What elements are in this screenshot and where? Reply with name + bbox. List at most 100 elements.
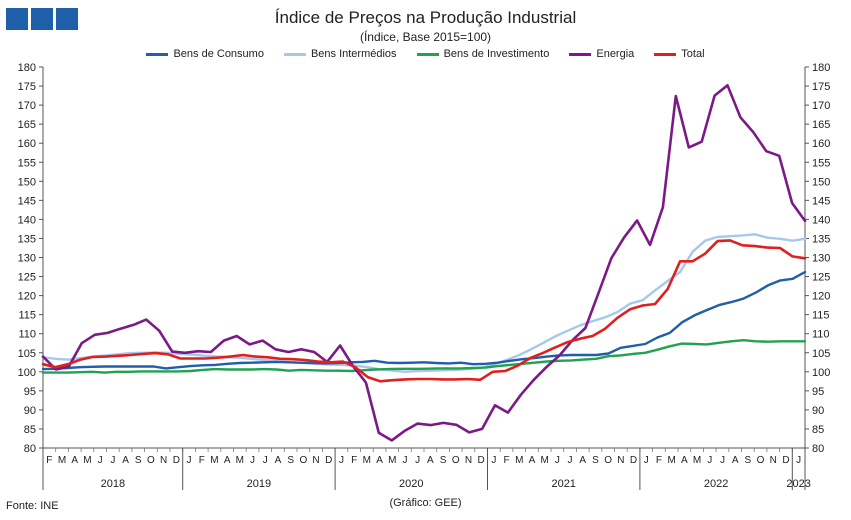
month-label: J bbox=[187, 455, 192, 466]
year-label: 2023 bbox=[786, 478, 810, 490]
month-label: O bbox=[299, 455, 307, 466]
month-label: A bbox=[579, 455, 586, 466]
y-tick-label: 120 bbox=[812, 291, 830, 303]
y-tick-label: 175 bbox=[18, 81, 36, 93]
series-line-total bbox=[41, 239, 807, 383]
month-label: J bbox=[720, 455, 725, 466]
legend-swatch bbox=[283, 52, 306, 56]
legend-item: Total bbox=[654, 48, 705, 60]
year-label: 2022 bbox=[704, 478, 728, 490]
month-label: D bbox=[478, 455, 485, 466]
y-tick-label: 125 bbox=[18, 272, 36, 284]
y-tick-label: 100 bbox=[812, 367, 830, 379]
month-label: M bbox=[388, 455, 396, 466]
y-tick-label: 160 bbox=[18, 138, 36, 150]
month-label: J bbox=[415, 455, 420, 466]
y-tick-label: 105 bbox=[812, 348, 830, 360]
month-label: J bbox=[555, 455, 560, 466]
month-label: M bbox=[363, 455, 371, 466]
y-tick-label: 80 bbox=[24, 443, 36, 455]
month-label: J bbox=[568, 455, 573, 466]
month-label: S bbox=[287, 455, 294, 466]
y-tick-label: 125 bbox=[812, 272, 830, 284]
month-label: J bbox=[707, 455, 712, 466]
month-label: J bbox=[98, 455, 103, 466]
legend-item: Bens Intermédios bbox=[283, 48, 397, 60]
month-label: A bbox=[122, 455, 129, 466]
series-line-bens-de-investimento bbox=[41, 339, 807, 374]
month-label: J bbox=[250, 455, 255, 466]
y-tick-label: 150 bbox=[812, 176, 830, 188]
y-tick-label: 85 bbox=[24, 424, 36, 436]
month-label: S bbox=[135, 455, 142, 466]
month-label: D bbox=[630, 455, 637, 466]
year-label: 2018 bbox=[101, 478, 125, 490]
legend-swatch bbox=[416, 52, 439, 56]
legend-label: Bens Intermédios bbox=[310, 48, 397, 60]
y-tick-label: 180 bbox=[18, 62, 36, 74]
month-label: J bbox=[110, 455, 115, 466]
source-note: Fonte: INE bbox=[6, 500, 59, 512]
logo-square bbox=[6, 8, 28, 30]
month-label: M bbox=[540, 455, 548, 466]
legend-swatch bbox=[654, 52, 677, 56]
y-tick-label: 155 bbox=[18, 157, 36, 169]
logo-square bbox=[56, 8, 78, 30]
month-label: M bbox=[693, 455, 701, 466]
month-label: S bbox=[745, 455, 752, 466]
month-label: N bbox=[160, 455, 167, 466]
y-tick-label: 150 bbox=[18, 176, 36, 188]
month-label: A bbox=[71, 455, 78, 466]
month-label: J bbox=[796, 455, 801, 466]
month-label: A bbox=[529, 455, 536, 466]
month-label: O bbox=[604, 455, 612, 466]
month-label: A bbox=[681, 455, 688, 466]
month-label: M bbox=[83, 455, 91, 466]
month-label: M bbox=[667, 455, 675, 466]
chart-title: Índice de Preços na Produção Industrial bbox=[274, 8, 577, 27]
month-label: A bbox=[224, 455, 231, 466]
y-tick-label: 145 bbox=[18, 195, 36, 207]
month-label: J bbox=[402, 455, 407, 466]
month-label: N bbox=[770, 455, 777, 466]
month-label: M bbox=[515, 455, 523, 466]
y-tick-label: 170 bbox=[18, 100, 36, 112]
month-label: M bbox=[210, 455, 218, 466]
month-label: N bbox=[617, 455, 624, 466]
y-tick-label: 90 bbox=[812, 405, 824, 417]
month-label: F bbox=[351, 455, 357, 466]
month-label: S bbox=[592, 455, 599, 466]
chart-legend: Bens de Consumo Bens Intermédios Bens de… bbox=[0, 48, 851, 60]
month-label: A bbox=[427, 455, 434, 466]
legend-label: Bens de Investimento bbox=[443, 48, 550, 60]
month-label: S bbox=[440, 455, 447, 466]
y-tick-label: 165 bbox=[18, 119, 36, 131]
month-label: D bbox=[325, 455, 332, 466]
month-label: O bbox=[757, 455, 765, 466]
month-label: J bbox=[644, 455, 649, 466]
y-tick-label: 135 bbox=[812, 233, 830, 245]
series-line-energia bbox=[41, 84, 807, 442]
y-tick-label: 130 bbox=[18, 253, 36, 265]
month-label: D bbox=[173, 455, 180, 466]
y-tick-label: 160 bbox=[812, 138, 830, 150]
month-label: O bbox=[147, 455, 155, 466]
series-line-bens-de-consumo bbox=[41, 270, 807, 371]
month-label: F bbox=[46, 455, 52, 466]
month-label: M bbox=[58, 455, 66, 466]
legend-label: Total bbox=[681, 48, 705, 60]
y-tick-label: 140 bbox=[812, 214, 830, 226]
y-tick-label: 95 bbox=[24, 386, 36, 398]
legend-item: Bens de Consumo bbox=[146, 48, 264, 60]
logo bbox=[6, 8, 78, 30]
y-tick-label: 165 bbox=[812, 119, 830, 131]
credit-note: (Gráfico: GEE) bbox=[389, 497, 462, 509]
legend-item: Bens de Investimento bbox=[416, 48, 550, 60]
y-tick-label: 90 bbox=[24, 405, 36, 417]
y-tick-label: 170 bbox=[812, 100, 830, 112]
y-tick-label: 80 bbox=[812, 443, 824, 455]
month-label: J bbox=[491, 455, 496, 466]
y-tick-label: 135 bbox=[18, 233, 36, 245]
year-label: 2019 bbox=[247, 478, 271, 490]
